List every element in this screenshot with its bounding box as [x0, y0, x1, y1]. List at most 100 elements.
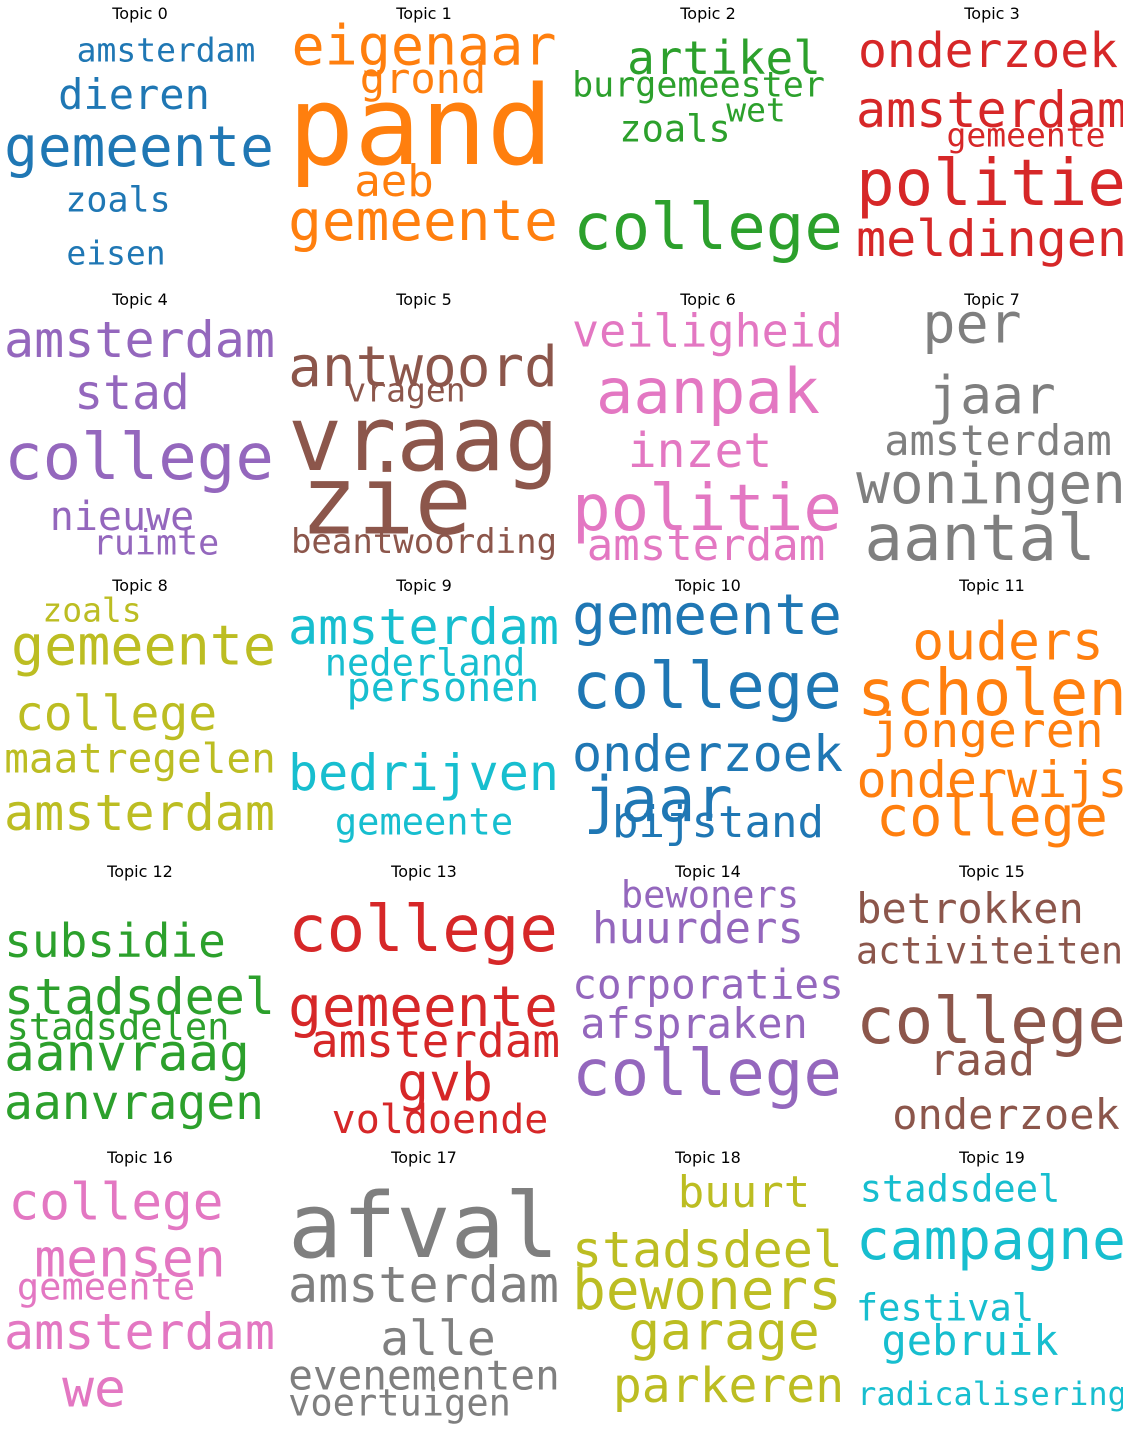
wordcloud-word: college	[14, 686, 218, 742]
wordcloud-word: pand	[288, 62, 553, 190]
topic-title: Topic 5	[396, 290, 452, 309]
wordcloud-word: amsterdam	[856, 81, 1123, 139]
topic-panel: Topic 1 eigenaar grond pand aeb gemeente	[284, 0, 564, 286]
topic-panel: Topic 6 veiligheid aanpak inzet politie amste…	[568, 286, 848, 572]
wordcloud-word: onderzoek	[892, 1090, 1120, 1139]
wordcloud-word: voertuigen	[288, 1381, 511, 1425]
wordcloud-word: gemeente	[334, 800, 514, 844]
wordcloud-word: garage	[628, 1301, 820, 1363]
wordcloud-word: onderzoek	[857, 23, 1119, 79]
wordcloud-word: maatregelen	[4, 734, 276, 783]
wordcloud-word: buurt	[677, 1167, 811, 1218]
wordcloud-word: amsterdam	[310, 1014, 561, 1068]
wordcloud-word: zie	[300, 446, 472, 557]
wordcloud-word: gemeente	[288, 975, 558, 1040]
wordcloud-word: grond	[359, 54, 487, 103]
topic-title: Topic 13	[391, 862, 457, 881]
topic-title: Topic 15	[959, 862, 1025, 881]
wordcloud-word: beantwoording	[290, 522, 558, 562]
wordcloud-word: raad	[929, 1035, 1035, 1086]
wordcloud-word: politie	[856, 147, 1123, 221]
wordcloud-word: antwoord	[288, 335, 558, 400]
topic-panel: Topic 14 bewoners huurders corporaties afspr…	[568, 858, 848, 1144]
wordcloud-word: vraag	[288, 387, 559, 492]
topic-panel: Topic 3 onderzoek amsterdam gemeente politie…	[852, 0, 1123, 286]
topic-panel: Topic 12 subsidie stadsdeel stadsdelen aanvr…	[0, 858, 280, 1144]
topic-title: Topic 4	[112, 290, 168, 309]
topic-title: Topic 12	[107, 862, 173, 881]
wordcloud-word: ruimte	[92, 523, 220, 564]
wordcloud-word: bedrijven	[288, 744, 559, 802]
topic-title: Topic 6	[680, 290, 736, 309]
wordcloud-word: stadsdelen	[6, 1005, 230, 1049]
wordcloud-word: evenementen	[288, 1351, 560, 1400]
wordcloud-word: afspraken	[580, 999, 808, 1048]
wordcloud-word: per	[922, 291, 1022, 356]
topic-title: Topic 3	[964, 4, 1020, 23]
wordcloud-word: gemeente	[572, 583, 842, 648]
topic-title: Topic 1	[396, 4, 452, 23]
wordcloud-word: subsidie	[4, 914, 226, 968]
wordcloud-word: personen	[346, 665, 540, 711]
topic-title: Topic 11	[959, 576, 1025, 595]
wordcloud-word: gemeente	[16, 1265, 196, 1309]
wordcloud-word: parkeren	[612, 1358, 845, 1414]
topic-panel: Topic 0 amsterdam dieren gemeente zoals eisen	[0, 0, 280, 286]
topic-title: Topic 17	[391, 1148, 457, 1167]
wordcloud-word: stadsdeel	[4, 968, 275, 1026]
wordcloud-word: stadsdeel	[859, 1167, 1061, 1211]
wordcloud-word: corporaties	[572, 960, 844, 1009]
topic-panel: Topic 16 college mensen gemeente amsterdam we	[0, 1144, 280, 1430]
wordcloud-word: wet	[726, 90, 786, 130]
wordcloud-word: college	[288, 893, 558, 967]
wordcloud-word: college	[8, 1173, 224, 1233]
topic-title: Topic 9	[396, 576, 452, 595]
wordcloud-word: aantal	[864, 502, 1096, 572]
topic-title: Topic 0	[112, 4, 168, 23]
topic-title: Topic 16	[107, 1148, 173, 1167]
wordcloud-word: gebruik	[881, 1316, 1059, 1365]
wordcloud-word: college	[572, 650, 842, 724]
wordcloud-word: amsterdam	[586, 520, 826, 571]
wordcloud-word: aanpak	[596, 355, 820, 428]
wordcloud-word: jaar	[583, 763, 733, 836]
wordcloud-word: gemeente	[946, 115, 1106, 155]
wordcloud-word: inzet	[627, 423, 773, 479]
topic-panel: Topic 10 gemeente college onderzoek jaar bijs…	[568, 572, 848, 858]
wordcloud-word: amsterdam	[884, 416, 1112, 465]
wordcloud-word: bewoners	[620, 873, 800, 917]
topic-title: Topic 2	[680, 4, 736, 23]
wordcloud-word: woningen	[856, 452, 1123, 517]
wordcloud-word: zoals	[42, 590, 142, 630]
wordcloud-word: college	[4, 421, 274, 495]
wordcloud-word: nieuwe	[49, 494, 195, 540]
wordcloud-word: bijstand	[612, 797, 824, 848]
wordcloud-word: amsterdam	[4, 784, 275, 842]
wordcloud-word: amsterdam	[288, 598, 559, 656]
topic-title: Topic 14	[675, 862, 741, 881]
topic-panel: Topic 18 buurt stadsdeel bewoners garage park…	[568, 1144, 848, 1430]
wordcloud-word: stadsdeel	[572, 1221, 843, 1279]
wordcloud-word: afval	[288, 1174, 559, 1279]
topic-panel: Topic 11 ouders scholen jongeren onderwijs co…	[852, 572, 1123, 858]
wordcloud-word: amsterdam	[288, 1256, 559, 1314]
topic-panel: Topic 17 afval amsterdam alle evenementen voe…	[284, 1144, 564, 1430]
wordcloud-word: bewoners	[572, 1258, 842, 1323]
wordcloud-word: huurders	[592, 903, 804, 954]
wordcloud-word: artikel	[627, 31, 821, 85]
wordcloud-word: eigenaar	[291, 13, 557, 78]
wordcloud-word: onderwijs	[856, 751, 1123, 809]
wordcloud-word: stad	[74, 365, 190, 421]
wordcloud-word: jaar	[928, 365, 1056, 427]
topic-panel: Topic 4 amsterdam stad college nieuwe ruimte	[0, 286, 280, 572]
wordcloud-word: onderzoek	[572, 725, 843, 783]
wordcloud-word: nederland	[324, 641, 526, 685]
wordcloud-word: amsterdam	[4, 311, 275, 369]
topic-panel: Topic 5 antwoord vragen vraag zie beantwoordi…	[284, 286, 564, 572]
wordcloud-word: we	[62, 1358, 126, 1420]
topic-panel: Topic 19 stadsdeel campagne festival gebruik…	[852, 1144, 1123, 1430]
wordcloud-word: zoals	[65, 180, 171, 221]
topic-title: Topic 7	[964, 290, 1020, 309]
topic-title: Topic 18	[675, 1148, 741, 1167]
wordcloud-word: radicalisering	[857, 1375, 1123, 1413]
